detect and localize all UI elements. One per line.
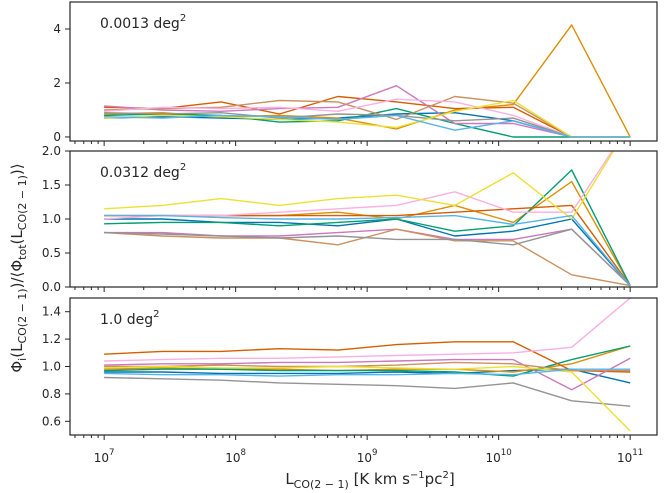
series-line-10 (104, 214, 631, 287)
x-tick-label: 107 (94, 448, 115, 465)
panel-3: 0.6 0.8 1.0 1.2 1.4 1.0 deg2 (42, 297, 658, 440)
y-tick-label: 1.2 (42, 332, 61, 346)
series-line-10 (104, 114, 631, 138)
series-line-10 (104, 368, 631, 377)
x-tick-label: 1011 (617, 448, 643, 465)
panel-area-label: 0.0312 deg2 (100, 162, 186, 181)
panel-area-label: 1.0 deg2 (100, 309, 160, 328)
series-line-7 (104, 151, 614, 220)
series-group (104, 24, 631, 138)
y-tick-label: 0 (53, 130, 61, 144)
series-line-5 (104, 357, 631, 391)
x-tick-label: 1010 (486, 448, 512, 465)
y-tick-label: 1.0 (42, 212, 61, 226)
y-tick-label: 4 (53, 22, 61, 36)
panel-1: 0 2 4 0.0013 deg2 (53, 1, 658, 146)
y-tick-label: 0.6 (42, 414, 61, 428)
y-tick-label: 2.0 (42, 144, 61, 158)
series-line-9 (104, 151, 615, 220)
series-line-8 (104, 376, 631, 407)
panel-area-label: 0.0013 deg2 (100, 13, 186, 32)
panel-frame (69, 1, 658, 142)
series-line-7 (104, 298, 631, 362)
y-tick-label: 2 (53, 76, 61, 90)
x-axis-label: LCO(2 − 1) [K km s−1pc2] (285, 470, 454, 491)
x-tick-label: 108 (225, 448, 246, 465)
series-line-4 (104, 341, 631, 373)
x-tick-label: 109 (357, 448, 378, 465)
y-tick-label: 0.5 (42, 246, 61, 260)
y-tick-label: 1.4 (42, 305, 61, 319)
y-tick-label: 0.0 (42, 280, 61, 294)
series-line-9 (104, 365, 631, 432)
series-line-6 (104, 361, 631, 372)
series-group (104, 298, 631, 432)
series-line-1 (104, 218, 631, 287)
y-tick-label: 1.5 (42, 178, 61, 192)
y-axis-label: Φi(LCO(2 − 1))/⟨Φtot(LCO(2 − 1))⟩ (8, 163, 29, 372)
series-line-7 (104, 98, 631, 138)
series-line-8 (104, 228, 631, 287)
series-line-4 (104, 95, 631, 138)
panel-2: 0.0 0.5 1.0 1.5 2.0 0.0312 deg2 (42, 144, 658, 294)
y-tick-label: 1.0 (42, 360, 61, 374)
series-line-8 (104, 111, 631, 138)
series-line-2 (104, 24, 631, 138)
series-line-3 (104, 169, 631, 286)
series-line-5 (104, 84, 631, 138)
series-group (104, 151, 631, 287)
y-tick-label: 0.8 (42, 387, 61, 401)
series-line-4 (104, 204, 631, 287)
